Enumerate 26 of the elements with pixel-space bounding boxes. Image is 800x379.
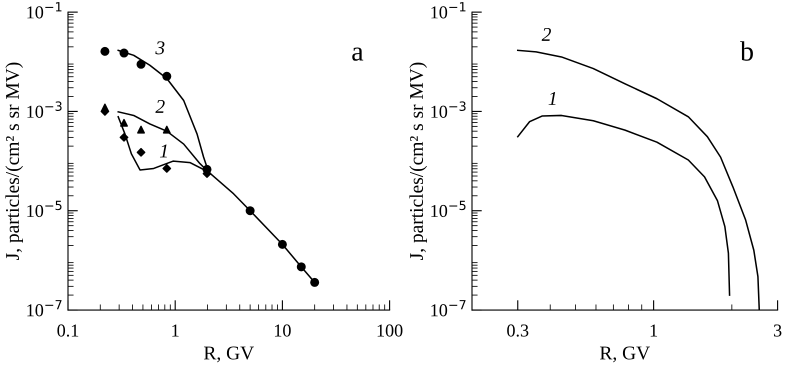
y-tick-label: 10$^{−5}$ xyxy=(27,200,62,218)
annotation: a xyxy=(352,47,364,61)
x-tick-label: 10 xyxy=(274,324,291,337)
x-tick-label: 0.1 xyxy=(57,324,78,337)
x-tick-label: 1 xyxy=(650,324,658,336)
y-tick-label: 10$^{−1}$ xyxy=(27,2,62,18)
x-tick-label: 0.3 xyxy=(507,324,528,337)
y-tick-label: 10$^{−3}$ xyxy=(431,101,466,118)
y-axis-title: J, particles/(cm² s sr MV) xyxy=(409,62,427,260)
y-tick-label: 10$^{−3}$ xyxy=(27,101,62,118)
annotation: 2 xyxy=(155,100,165,113)
y-tick-label: 10$^{−1}$ xyxy=(431,2,466,18)
annotation: b xyxy=(740,41,753,61)
y-tick-label: 10$^{−7}$ xyxy=(431,300,466,316)
annotation: 1 xyxy=(548,92,556,105)
x-axis-title: R, GV xyxy=(600,346,650,362)
x-tick-label: 100 xyxy=(378,324,402,337)
x-tick-label: 3 xyxy=(774,324,782,337)
annotation: 2 xyxy=(542,28,551,41)
y-tick-label: 10$^{−5}$ xyxy=(431,200,466,218)
annotation: 1 xyxy=(160,144,167,158)
y-axis-title: J, particles/(cm² s sr MV) xyxy=(5,62,23,260)
x-axis-title: R, GV xyxy=(204,346,254,362)
x-tick-label: 1 xyxy=(172,324,179,336)
annotation: 3 xyxy=(155,41,164,54)
y-tick-label: 10$^{−7}$ xyxy=(27,300,62,316)
